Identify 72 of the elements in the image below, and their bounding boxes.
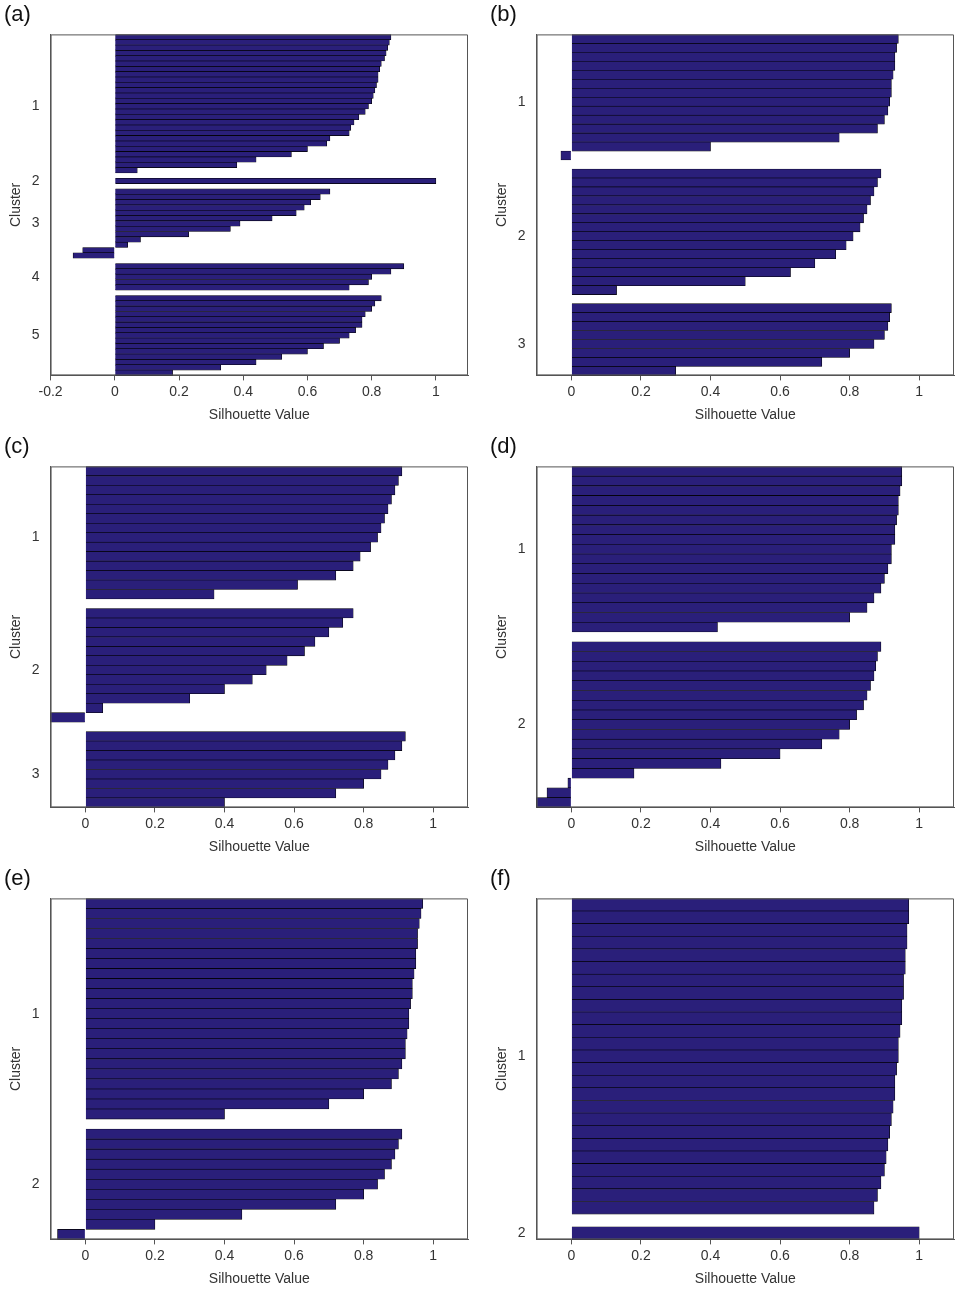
x-axis-title: Silhouette Value [694,838,796,855]
x-tick-label: 0.6 [770,814,791,831]
y-tick-label: 1 [31,97,40,114]
y-tick-label: 2 [517,715,526,732]
x-axis-title: Silhouette Value [694,1270,796,1287]
x-tick-label: 0.2 [145,1246,165,1263]
x-tick-label: 0.2 [145,814,165,831]
y-tick-label: 3 [517,334,526,351]
x-tick-label: 1 [429,1246,438,1263]
x-tick-label: 0.8 [839,382,860,399]
y-tick-label: 1 [517,540,526,557]
y-tick-label: 3 [31,214,40,231]
x-tick-label: 0.8 [839,814,860,831]
x-tick-label: 0.4 [233,382,254,399]
chart-title: (e) [4,865,31,891]
x-axis-title: Silhouette Value [208,406,310,423]
chart-title: (a) [4,1,31,27]
x-tick-label: -0.2 [38,382,63,399]
x-tick-label: 1 [431,382,440,399]
x-tick-label: 0.2 [631,814,651,831]
y-axis-title: Cluster [7,614,24,660]
chart-title: (f) [490,865,511,891]
y-axis-title: Cluster [493,182,510,228]
y-tick-label: 1 [31,528,40,545]
x-tick-label: 0 [81,814,90,831]
x-tick-label: 1 [915,814,924,831]
chart-title: (b) [490,1,517,27]
y-axis-title: Cluster [7,1046,24,1092]
y-tick-label: 2 [517,227,526,244]
x-tick-label: 0 [81,1246,90,1263]
y-axis-title: Cluster [7,182,24,228]
x-tick-label: 0.2 [631,382,651,399]
x-tick-label: 1 [915,1246,924,1263]
x-tick-label: 0.6 [284,814,305,831]
x-tick-label: 1 [915,382,924,399]
x-axis-title: Silhouette Value [694,406,796,423]
y-tick-label: 2 [31,660,40,677]
y-tick-label: 4 [31,267,40,284]
x-tick-label: 0.4 [700,382,721,399]
x-tick-label: 0.6 [770,1246,791,1263]
x-tick-label: 0 [567,382,576,399]
x-tick-label: 0.6 [770,382,791,399]
y-axis-title: Cluster [493,1046,510,1092]
x-tick-label: 0 [567,814,576,831]
x-tick-label: 1 [429,814,438,831]
y-tick-label: 3 [31,765,40,782]
x-tick-label: 0.6 [297,382,318,399]
x-axis-title: Silhouette Value [208,838,310,855]
x-tick-label: 0.8 [361,382,382,399]
y-tick-label: 1 [517,92,526,109]
x-tick-label: 0 [110,382,119,399]
x-tick-label: 0.2 [631,1246,651,1263]
y-tick-label: 2 [31,171,40,188]
x-tick-label: 0.2 [169,382,189,399]
x-tick-label: 0.8 [353,1246,374,1263]
y-tick-label: 1 [517,1047,526,1064]
x-tick-label: 0 [567,1246,576,1263]
x-tick-label: 0.4 [214,814,235,831]
x-tick-label: 0.4 [700,1246,721,1263]
x-tick-label: 0.6 [284,1246,305,1263]
x-axis-title: Silhouette Value [208,1270,310,1287]
x-tick-label: 0.4 [214,1246,235,1263]
chart-title: (c) [4,433,30,459]
y-tick-label: 1 [31,1004,40,1021]
x-tick-label: 0.8 [353,814,374,831]
chart-title: (d) [490,433,517,459]
y-tick-label: 2 [517,1223,526,1240]
y-axis-title: Cluster [493,614,510,660]
y-tick-label: 2 [31,1175,40,1192]
x-tick-label: 0.4 [700,814,721,831]
x-tick-label: 0.8 [839,1246,860,1263]
y-tick-label: 5 [31,326,40,343]
